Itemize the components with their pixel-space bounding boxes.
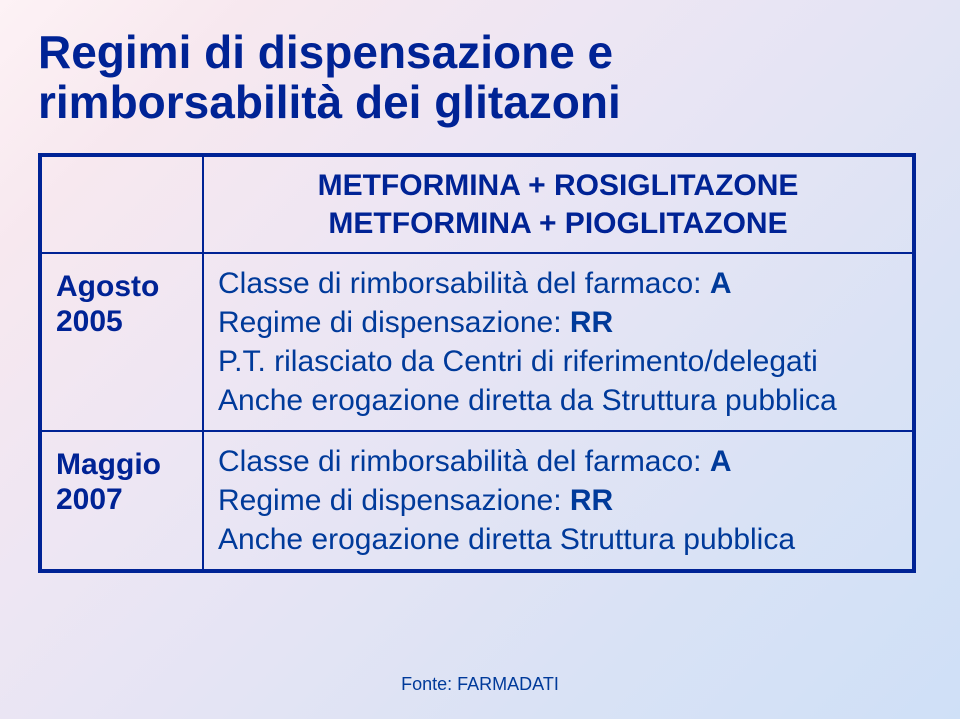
row1-content: Classe di rimborsabilità del farmaco: A … [203, 253, 916, 431]
row1-t1b: A [710, 267, 732, 300]
row1-label-line1: Agosto [56, 270, 159, 303]
row2-label: Maggio 2007 [38, 431, 203, 573]
row2-label-line2: 2007 [56, 483, 123, 516]
row2-line1: Classe di rimborsabilità del farmaco: A [218, 442, 898, 481]
header-empty-cell [38, 153, 203, 253]
row1-label: Agosto 2005 [38, 253, 203, 431]
header-line-2: METFORMINA + PIOGLITAZONE [328, 207, 787, 240]
row2-t2a: Regime di dispensazione: [218, 484, 570, 517]
header-cell: METFORMINA + ROSIGLITAZONE METFORMINA + … [203, 153, 916, 253]
row1-label-line2: 2005 [56, 305, 123, 338]
header-line-1: METFORMINA + ROSIGLITAZONE [318, 169, 799, 202]
row1-line2: Regime di dispensazione: RR [218, 303, 898, 342]
row2-line2: Regime di dispensazione: RR [218, 481, 898, 520]
row1-line1: Classe di rimborsabilità del farmaco: A [218, 264, 898, 303]
row1-line4: Anche erogazione diretta da Struttura pu… [218, 381, 898, 420]
row2-t2b: RR [570, 484, 613, 517]
row2-t1a: Classe di rimborsabilità del farmaco: [218, 445, 710, 478]
title-line-1: Regimi di dispensazione e [38, 26, 613, 78]
title-line-2: rimborsabilità dei glitazoni [38, 76, 621, 128]
row1-t1a: Classe di rimborsabilità del farmaco: [218, 267, 710, 300]
row1-t2a: Regime di dispensazione: [218, 306, 570, 339]
table: METFORMINA + ROSIGLITAZONE METFORMINA + … [38, 153, 916, 573]
row2-label-line1: Maggio [56, 448, 161, 481]
row2-line3: Anche erogazione diretta Struttura pubbl… [218, 520, 898, 559]
row1-line3: P.T. rilasciato da Centri di riferimento… [218, 342, 898, 381]
slide: Regimi di dispensazione e rimborsabilità… [0, 0, 960, 719]
row2-t1b: A [710, 445, 732, 478]
row1-t2b: RR [570, 306, 613, 339]
row2-content: Classe di rimborsabilità del farmaco: A … [203, 431, 916, 573]
footer: Fonte: FARMADATI [0, 674, 960, 695]
slide-title: Regimi di dispensazione e rimborsabilità… [38, 28, 922, 127]
